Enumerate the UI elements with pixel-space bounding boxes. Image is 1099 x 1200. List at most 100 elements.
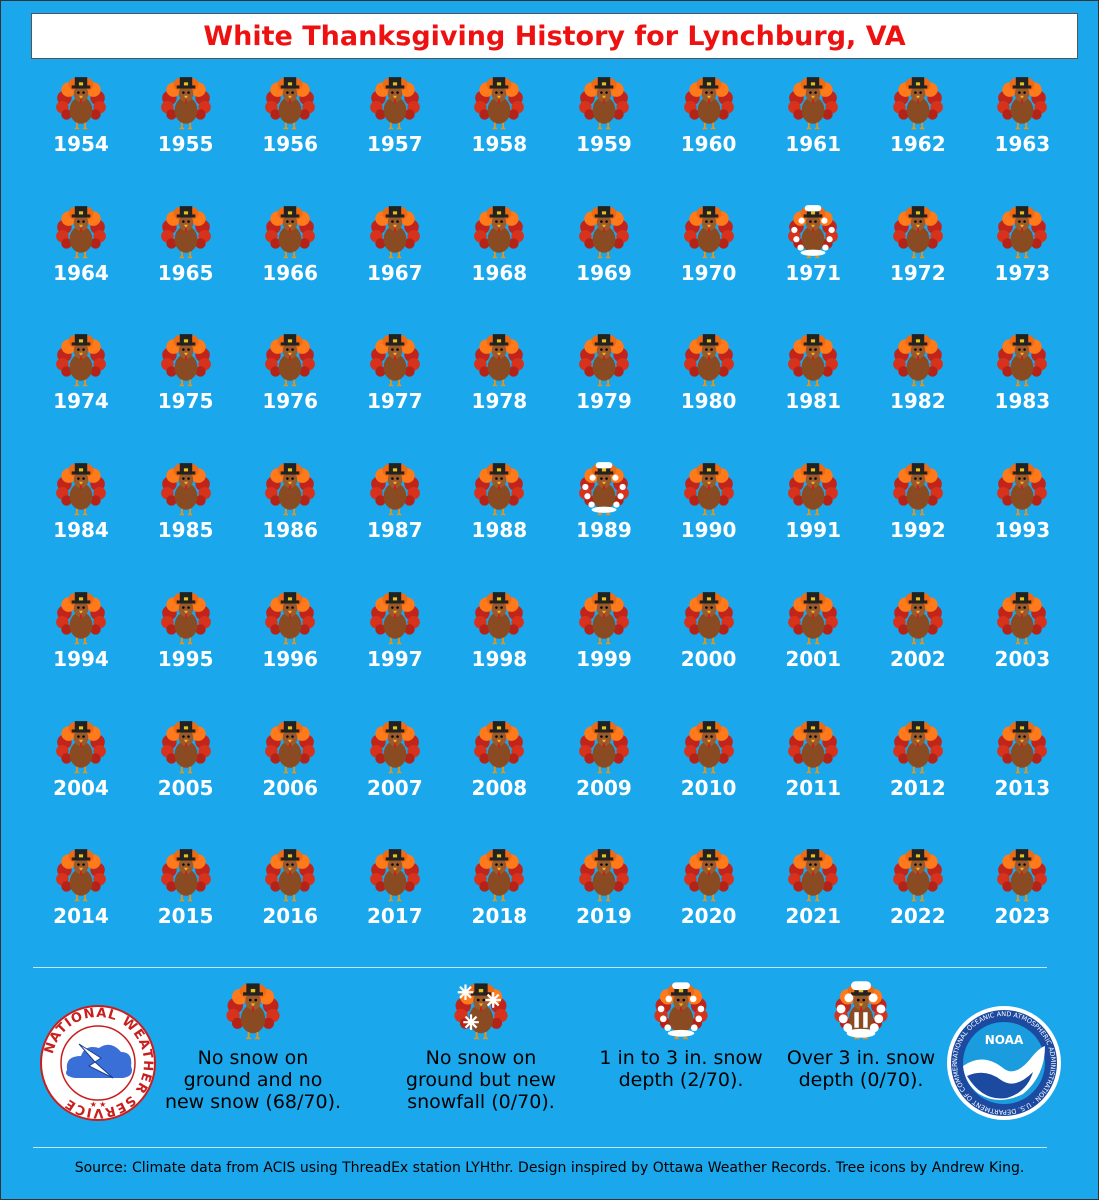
legend-label-no-snow: No snow on ground and no new snow (68/70… — [164, 1047, 342, 1113]
year-cell: 1987 — [343, 459, 447, 559]
year-cell: 2005 — [134, 717, 238, 817]
turkey-icon — [786, 588, 840, 646]
year-label: 1998 — [471, 646, 528, 671]
turkey-icon — [995, 717, 1049, 775]
turkey-icon — [472, 202, 526, 260]
year-label: 2016 — [262, 904, 319, 929]
year-cell: 2015 — [134, 845, 238, 945]
turkey-icon — [682, 330, 736, 388]
year-cell: 1983 — [970, 330, 1074, 430]
turkey-icon — [159, 717, 213, 775]
year-label: 2017 — [366, 904, 423, 929]
year-cell: 1994 — [29, 588, 133, 688]
year-cell: 1999 — [552, 588, 656, 688]
turkey-icon — [682, 845, 736, 903]
turkey-icon — [891, 459, 945, 517]
turkey-icon — [472, 73, 526, 131]
year-label: 1961 — [785, 132, 842, 156]
year-label: 1970 — [680, 260, 737, 285]
year-cell: 1986 — [238, 459, 342, 559]
turkey-icon — [159, 588, 213, 646]
year-cell: 2010 — [657, 717, 761, 817]
year-label: 1994 — [53, 646, 109, 671]
year-label: 1991 — [785, 518, 842, 543]
divider-top — [33, 967, 1047, 968]
turkey-icon — [995, 588, 1049, 646]
turkey-icon — [682, 202, 736, 260]
turkey-icon — [368, 73, 422, 131]
year-cell: 1974 — [29, 330, 133, 430]
year-cell: 1964 — [29, 202, 133, 302]
legend-label-over3: Over 3 in. snow depth (0/70). — [786, 1047, 936, 1091]
year-cell: 1993 — [970, 459, 1074, 559]
year-label: 2012 — [889, 775, 946, 800]
year-cell: 1978 — [447, 330, 551, 430]
year-cell: 1977 — [343, 330, 447, 430]
turkey-icon — [263, 845, 317, 903]
turkey-icon — [368, 717, 422, 775]
year-label: 2019 — [576, 904, 632, 929]
year-label: 2018 — [471, 904, 528, 929]
svg-text:★ ★: ★ ★ — [90, 1100, 107, 1109]
year-label: 2020 — [680, 904, 737, 929]
year-cell: 2012 — [866, 717, 970, 817]
year-label: 2000 — [680, 646, 737, 671]
turkey-icon — [682, 717, 736, 775]
year-cell: 1976 — [238, 330, 342, 430]
year-cell: 2013 — [970, 717, 1074, 817]
year-label: 1963 — [994, 132, 1051, 156]
snowy-turkey-icon — [651, 979, 711, 1041]
snow-covered-turkey-icon — [831, 979, 891, 1041]
year-cell: 2022 — [866, 845, 970, 945]
year-cell: 1988 — [447, 459, 551, 559]
year-cell: 1984 — [29, 459, 133, 559]
year-cell: 1958 — [447, 73, 551, 173]
turkey-icon — [263, 73, 317, 131]
year-label: 1990 — [680, 518, 737, 543]
year-cell: 1997 — [343, 588, 447, 688]
year-cell: 1963 — [970, 73, 1074, 173]
year-label: 2015 — [157, 904, 214, 929]
year-label: 1981 — [785, 389, 842, 414]
year-cell: 1969 — [552, 202, 656, 302]
year-label: 2003 — [994, 646, 1051, 671]
turkey-icon — [159, 330, 213, 388]
year-cell: 1955 — [134, 73, 238, 173]
year-label: 1965 — [157, 260, 214, 285]
turkey-icon — [577, 73, 631, 131]
year-label: 2023 — [994, 904, 1051, 929]
year-cell: 2017 — [343, 845, 447, 945]
year-cell: 2004 — [29, 717, 133, 817]
year-cell: 1961 — [761, 73, 865, 173]
snowy-turkey-icon — [577, 459, 631, 517]
year-cell: 2020 — [657, 845, 761, 945]
year-cell: 2000 — [657, 588, 761, 688]
year-label: 1983 — [994, 389, 1051, 414]
year-cell: 2001 — [761, 588, 865, 688]
year-label: 1993 — [994, 518, 1051, 543]
year-label: 1956 — [262, 132, 319, 156]
year-cell: 1967 — [343, 202, 447, 302]
year-cell: 1981 — [761, 330, 865, 430]
year-label: 1968 — [471, 260, 528, 285]
turkey-icon — [891, 330, 945, 388]
year-label: 1954 — [53, 132, 109, 156]
turkey-icon — [891, 73, 945, 131]
turkey-icon — [786, 717, 840, 775]
year-cell: 1957 — [343, 73, 447, 173]
turkey-icon — [263, 459, 317, 517]
noaa-logo-text: NOAA — [985, 1033, 1024, 1047]
year-cell: 1998 — [447, 588, 551, 688]
year-label: 1976 — [262, 389, 319, 414]
turkey-icon — [223, 979, 283, 1041]
turkey-icon — [54, 717, 108, 775]
year-cell: 1992 — [866, 459, 970, 559]
year-label: 1966 — [262, 260, 319, 285]
year-cell: 1989 — [552, 459, 656, 559]
year-label: 2007 — [366, 775, 423, 800]
year-label: 1979 — [576, 389, 632, 414]
year-label: 1980 — [680, 389, 737, 414]
turkey-icon — [368, 845, 422, 903]
legend-label-1to3: 1 in to 3 in. snow depth (2/70). — [599, 1047, 763, 1091]
year-label: 1988 — [471, 518, 528, 543]
